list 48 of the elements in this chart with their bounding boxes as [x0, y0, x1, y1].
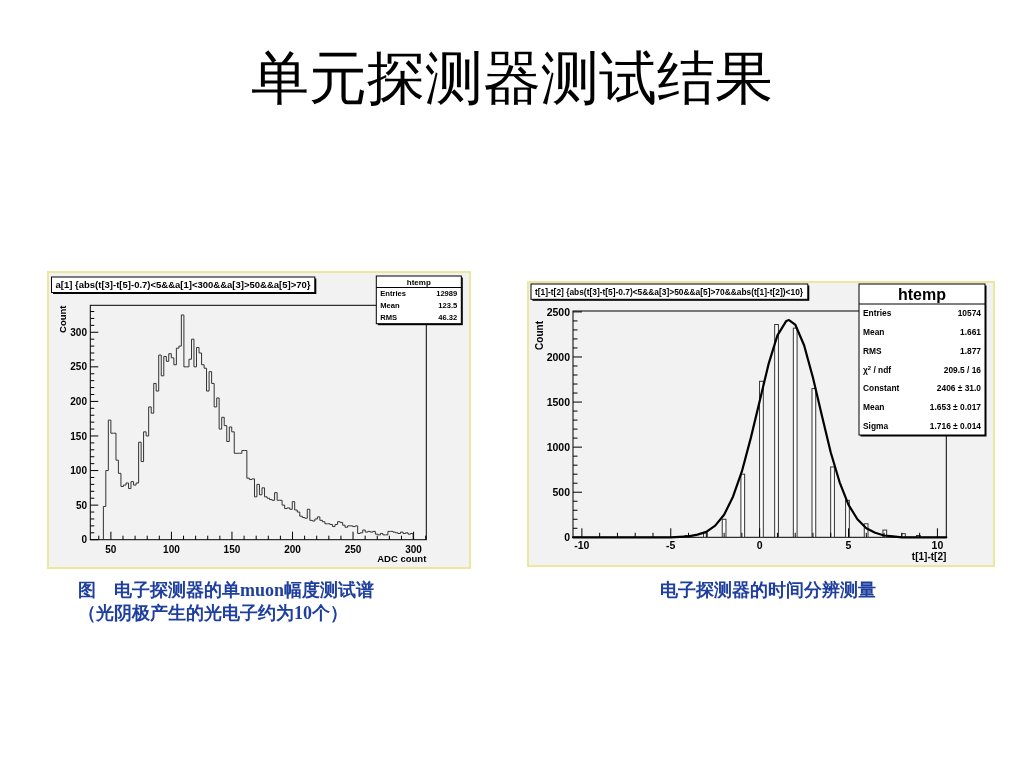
- y-tick-label: 200: [70, 396, 88, 408]
- y-tick-label: 50: [75, 499, 88, 511]
- x-tick-label: 150: [223, 543, 241, 555]
- x-axis-title: ADC count: [377, 553, 428, 564]
- annotation: Sigma: [863, 420, 889, 431]
- y-tick-label: 1500: [546, 395, 571, 408]
- annotation: Constant: [863, 383, 900, 394]
- text: 1.877: [960, 345, 982, 356]
- x-tick-label: 5: [845, 539, 852, 551]
- x-tick-label: 10: [931, 539, 944, 551]
- annotation: 2406 ± 31.0: [936, 383, 982, 394]
- text: 图 电子探测器的单muon幅度测试谱: [78, 580, 375, 600]
- x-tick-label: 50: [105, 543, 117, 555]
- y-tick-label: 100: [70, 465, 88, 477]
- x-tick-label: -5: [666, 539, 676, 551]
- y-tick-label: 2000: [546, 350, 571, 363]
- y-tick-label: 150: [70, 430, 88, 442]
- y-axis-title: Count: [57, 304, 68, 333]
- x-axis-title: t[1]-t[2]: [911, 551, 947, 562]
- annotation: Mean: [863, 401, 885, 412]
- text: htemp: [406, 277, 431, 287]
- text: 单元探测器测试结果: [251, 46, 773, 111]
- x-tick-label: -10: [574, 539, 590, 551]
- text: （光阴极产生的光电子约为10个）: [78, 603, 348, 623]
- x-tick-label: 0: [756, 539, 763, 551]
- annotation: 209.5 / 16: [943, 364, 982, 375]
- y-tick-label: 1000: [546, 440, 571, 453]
- y-tick-label: 500: [552, 486, 571, 498]
- annotation: 1.653 ± 0.017: [929, 401, 982, 412]
- annotation: 1.716 ± 0.014: [929, 420, 982, 431]
- text: 电子探测器的时间分辨测量: [660, 580, 876, 600]
- y-tick-label: 2500: [546, 305, 571, 318]
- y-tick-label: 300: [70, 326, 88, 338]
- x-tick-label: 250: [344, 543, 362, 555]
- chart-title: t[1]-t[2] {abs(t[3]-t[5]-0.7)<5&&a[3]>50&&a[5]>70&&abs(t[1]-t[2])<10}: [535, 286, 804, 297]
- text: 10574: [957, 308, 982, 319]
- text: 1.661: [960, 327, 982, 338]
- annotation: Entries: [863, 308, 892, 319]
- text: htemp: [898, 285, 947, 303]
- x-tick-label: 300: [405, 543, 423, 555]
- y-axis-title: Count: [534, 320, 545, 350]
- y-tick-label: 250: [70, 361, 88, 373]
- chart-title: a[1] {abs(t[3]-t[5]-0.7)<5&&a[1]<300&&a[3]>50&&a[5]>70}: [55, 279, 311, 291]
- annotation: Mean: [863, 327, 885, 338]
- x-tick-label: 100: [163, 543, 181, 555]
- x-tick-label: 200: [284, 543, 302, 555]
- annotation: χ$^{2}$ / ndf: [863, 364, 892, 375]
- annotation: RMS: [863, 345, 883, 356]
